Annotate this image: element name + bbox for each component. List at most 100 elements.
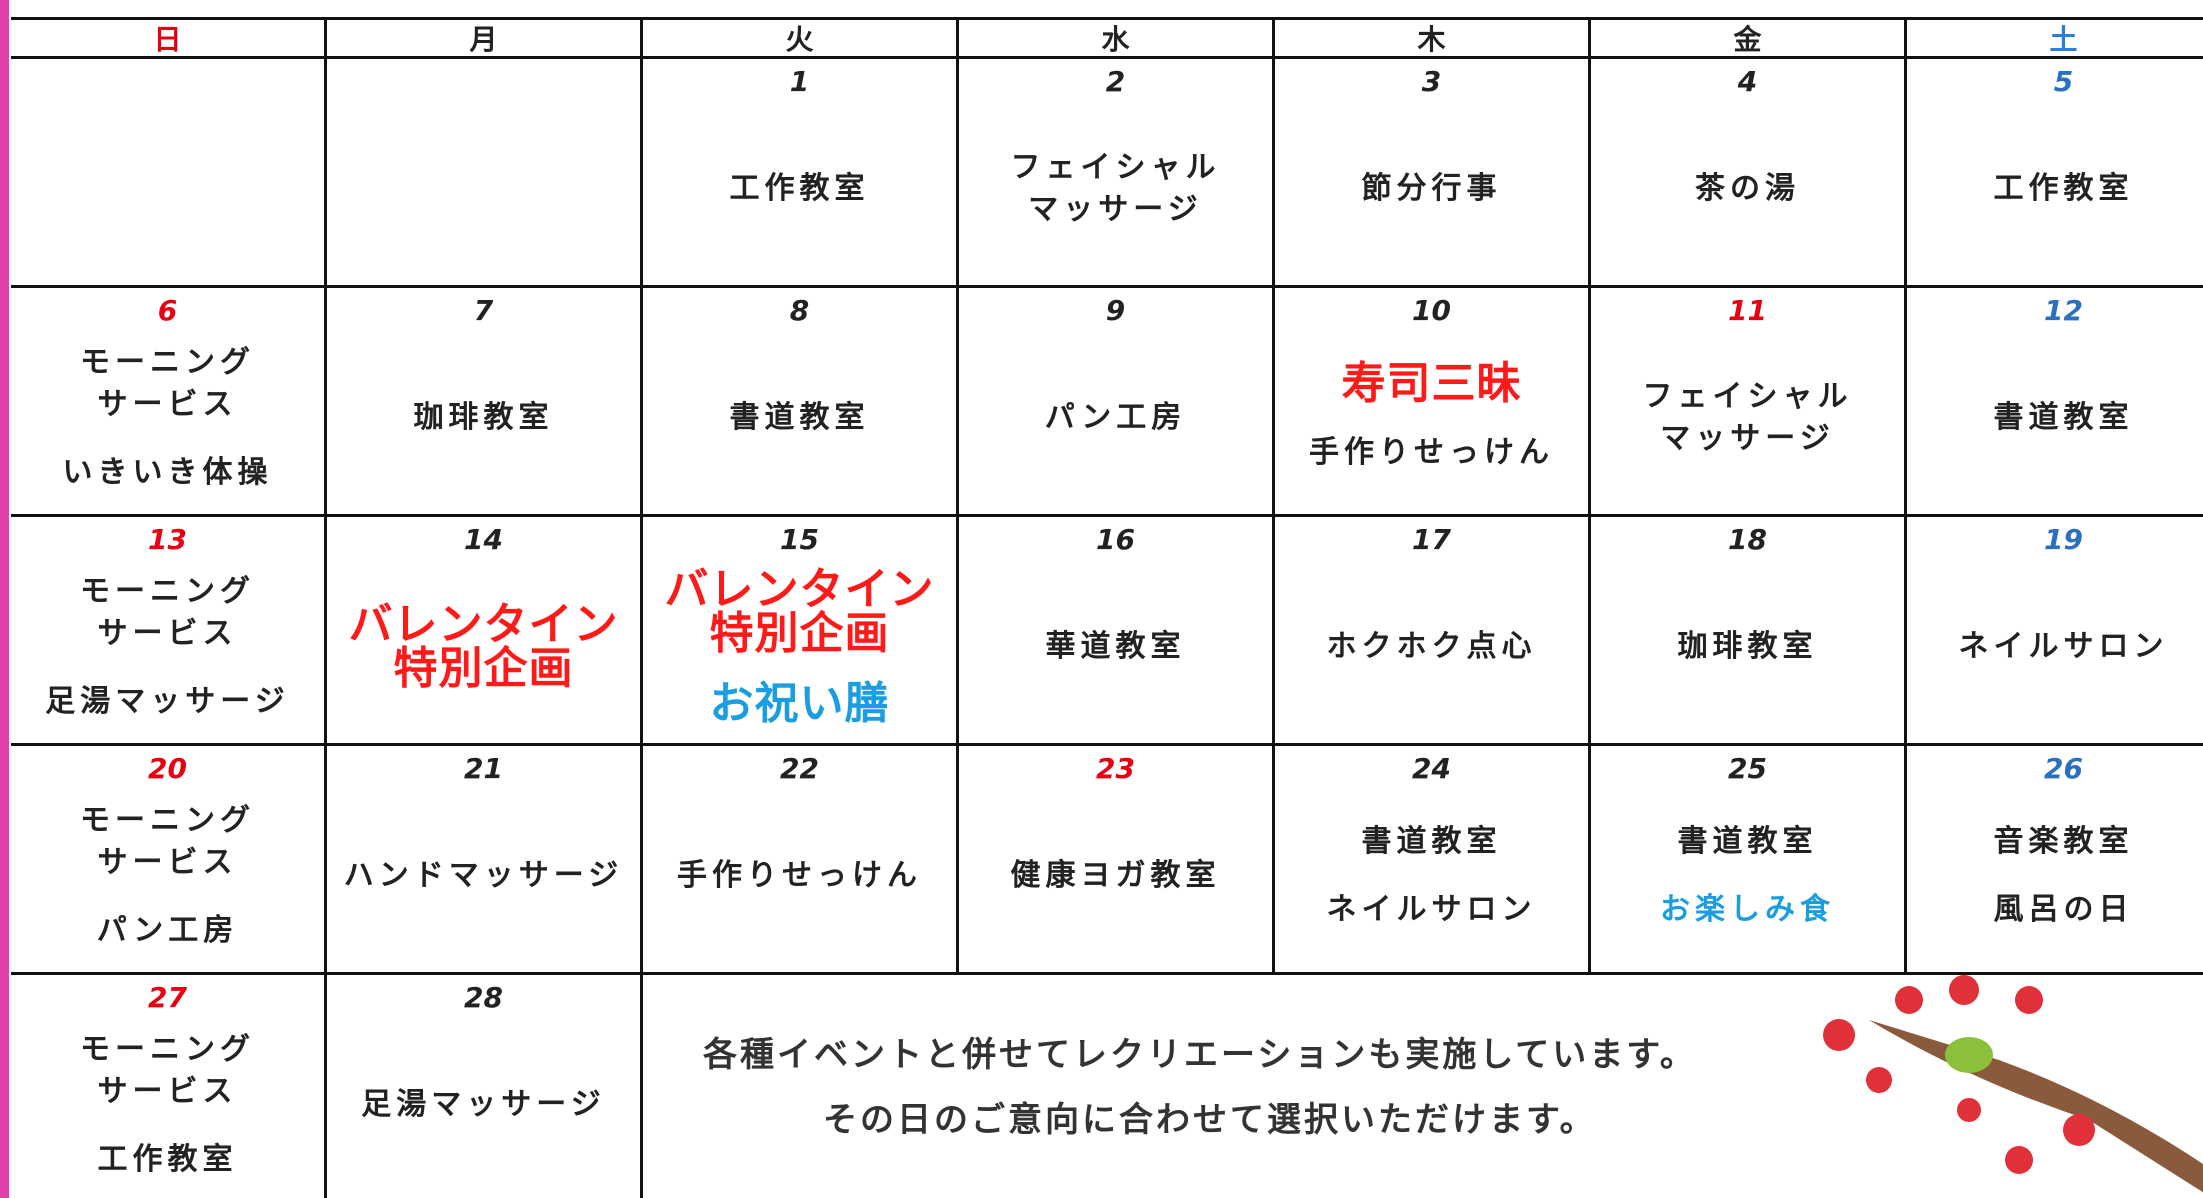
- day-cell: 14 バレンタイン 特別企画: [327, 517, 643, 746]
- day-cell: 13 モーニング サービス 足湯マッサージ: [11, 517, 327, 746]
- event-line: 足湯マッサージ: [45, 684, 290, 719]
- day-number: 8: [789, 294, 810, 327]
- event: 手作りせっけん: [1309, 432, 1554, 474]
- day-cell: 25 書道教室 お楽しみ食: [1591, 746, 1907, 975]
- day-number: 9: [1105, 294, 1126, 327]
- events: フェイシャル マッサージ: [1591, 328, 1904, 508]
- event-line: 節分行事: [1361, 171, 1502, 206]
- events: 手作りせっけん: [643, 786, 956, 966]
- events: 茶の湯: [1591, 99, 1904, 279]
- day-cell: 15 バレンタイン 特別企画 お祝い膳: [643, 517, 959, 746]
- event-line: 書道教室: [1677, 824, 1818, 859]
- event: バレンタイン 特別企画: [665, 568, 935, 656]
- event: いきいき体操: [63, 452, 273, 494]
- event-line: ハンドマッサージ: [343, 858, 624, 893]
- events: バレンタイン 特別企画 お祝い膳: [643, 557, 956, 737]
- event-line: 特別企画: [709, 608, 890, 659]
- event-line: パン工房: [1044, 400, 1187, 435]
- note-line: その日のご意向に合わせて選択いただけます。: [823, 1100, 1597, 1140]
- day-cell: [327, 59, 643, 288]
- event: 工作教室: [730, 168, 870, 210]
- event: フェイシャル マッサージ: [1011, 147, 1221, 231]
- event-line: 足湯マッサージ: [361, 1087, 606, 1122]
- event: モーニング サービス: [80, 1029, 255, 1113]
- day-cell: 22 手作りせっけん: [643, 746, 959, 975]
- event: バレンタイン 特別企画: [349, 603, 619, 691]
- event: 健康ヨガ教室: [1011, 855, 1221, 897]
- day-cell: 1 工作教室: [643, 59, 959, 288]
- events: 書道教室 お楽しみ食: [1591, 786, 1904, 966]
- event-line: 華道教室: [1045, 629, 1186, 664]
- events: モーニング サービス工作教室: [11, 1015, 324, 1195]
- day-number: 16: [1096, 523, 1135, 556]
- event-line: サービス: [97, 387, 238, 422]
- event: 工作教室: [1994, 168, 2134, 210]
- event-line: マッサージ: [1028, 192, 1203, 227]
- event-line: 手作りせっけん: [677, 858, 922, 893]
- day-number: 13: [148, 523, 187, 556]
- event-line: モーニング: [80, 574, 255, 609]
- day-number: 7: [473, 294, 494, 327]
- day-cell: 18 珈琲教室: [1591, 517, 1907, 746]
- event-line: バレンタイン: [664, 564, 935, 615]
- events: パン工房: [959, 328, 1272, 508]
- events: モーニングサービスパン工房: [11, 786, 324, 966]
- event-line: 珈琲教室: [413, 400, 554, 435]
- events: 書道教室: [1907, 328, 2203, 508]
- day-number: 25: [1728, 752, 1767, 785]
- event-line: パン工房: [96, 913, 239, 948]
- event: モーニング サービス: [80, 800, 255, 884]
- event-line: 特別企画: [393, 643, 574, 694]
- day-number: 19: [2044, 523, 2083, 556]
- event-line: モーニング: [80, 803, 255, 838]
- weekday-header: 土: [1907, 17, 2203, 59]
- event-line: ホクホク点心: [1326, 629, 1537, 664]
- event-line: いきいき体操: [62, 455, 273, 490]
- day-number: 15: [780, 523, 819, 556]
- event: モーニング サービス: [80, 342, 255, 426]
- events: 工作教室: [643, 99, 956, 279]
- event-line: モーニング: [80, 345, 255, 380]
- event-line: ネイルサロン: [1958, 629, 2169, 664]
- event: 茶の湯: [1695, 168, 1800, 210]
- event-line: 書道教室: [1361, 824, 1502, 859]
- event: 珈琲教室: [1678, 626, 1818, 668]
- event: 足湯マッサージ: [361, 1084, 605, 1126]
- events: 節分行事: [1275, 99, 1588, 279]
- event-line: 珈琲教室: [1677, 629, 1818, 664]
- day-cell: 9 パン工房: [959, 288, 1275, 517]
- day-cell: 24 書道教室 ネイルサロン: [1275, 746, 1591, 975]
- day-number: 20: [148, 752, 187, 785]
- day-cell: 4 茶の湯: [1591, 59, 1907, 288]
- event-line: 寿司三昧: [1341, 358, 1522, 409]
- event: 節分行事: [1362, 168, 1502, 210]
- events: 書道教室 ネイルサロン: [1275, 786, 1588, 966]
- day-cell: 17 ホクホク点心: [1275, 517, 1591, 746]
- day-cell: 19 ネイルサロン: [1907, 517, 2203, 746]
- day-cell: 3 節分行事: [1275, 59, 1591, 288]
- event: 華道教室: [1046, 626, 1186, 668]
- weekday-header: 水: [959, 17, 1275, 59]
- day-cell: 21 ハンドマッサージ: [327, 746, 643, 975]
- day-number: 17: [1412, 523, 1451, 556]
- day-cell: 23 健康ヨガ教室: [959, 746, 1275, 975]
- event: モーニング サービス: [80, 571, 255, 655]
- event-line: 健康ヨガ教室: [1010, 858, 1221, 893]
- events: 珈琲教室: [1591, 557, 1904, 737]
- day-number: 3: [1421, 65, 1442, 98]
- events: モーニングサービス足湯マッサージ: [11, 557, 324, 737]
- day-cell: 11 フェイシャル マッサージ: [1591, 288, 1907, 517]
- event-line: バレンタイン: [348, 599, 619, 650]
- event-line: サービス: [97, 845, 238, 880]
- event: ホクホク点心: [1327, 626, 1537, 668]
- event: パン工房: [1045, 397, 1187, 439]
- day-cell: 2 フェイシャル マッサージ: [959, 59, 1275, 288]
- event-line: 工作教室: [729, 171, 870, 206]
- events: 足湯マッサージ: [327, 1015, 640, 1195]
- event: 寿司三昧: [1342, 362, 1522, 406]
- day-number: 12: [2044, 294, 2083, 327]
- event: 工作教室: [98, 1139, 238, 1181]
- event-line: サービス: [97, 616, 238, 651]
- event-line: マッサージ: [1660, 421, 1835, 456]
- day-cell: 8 書道教室: [643, 288, 959, 517]
